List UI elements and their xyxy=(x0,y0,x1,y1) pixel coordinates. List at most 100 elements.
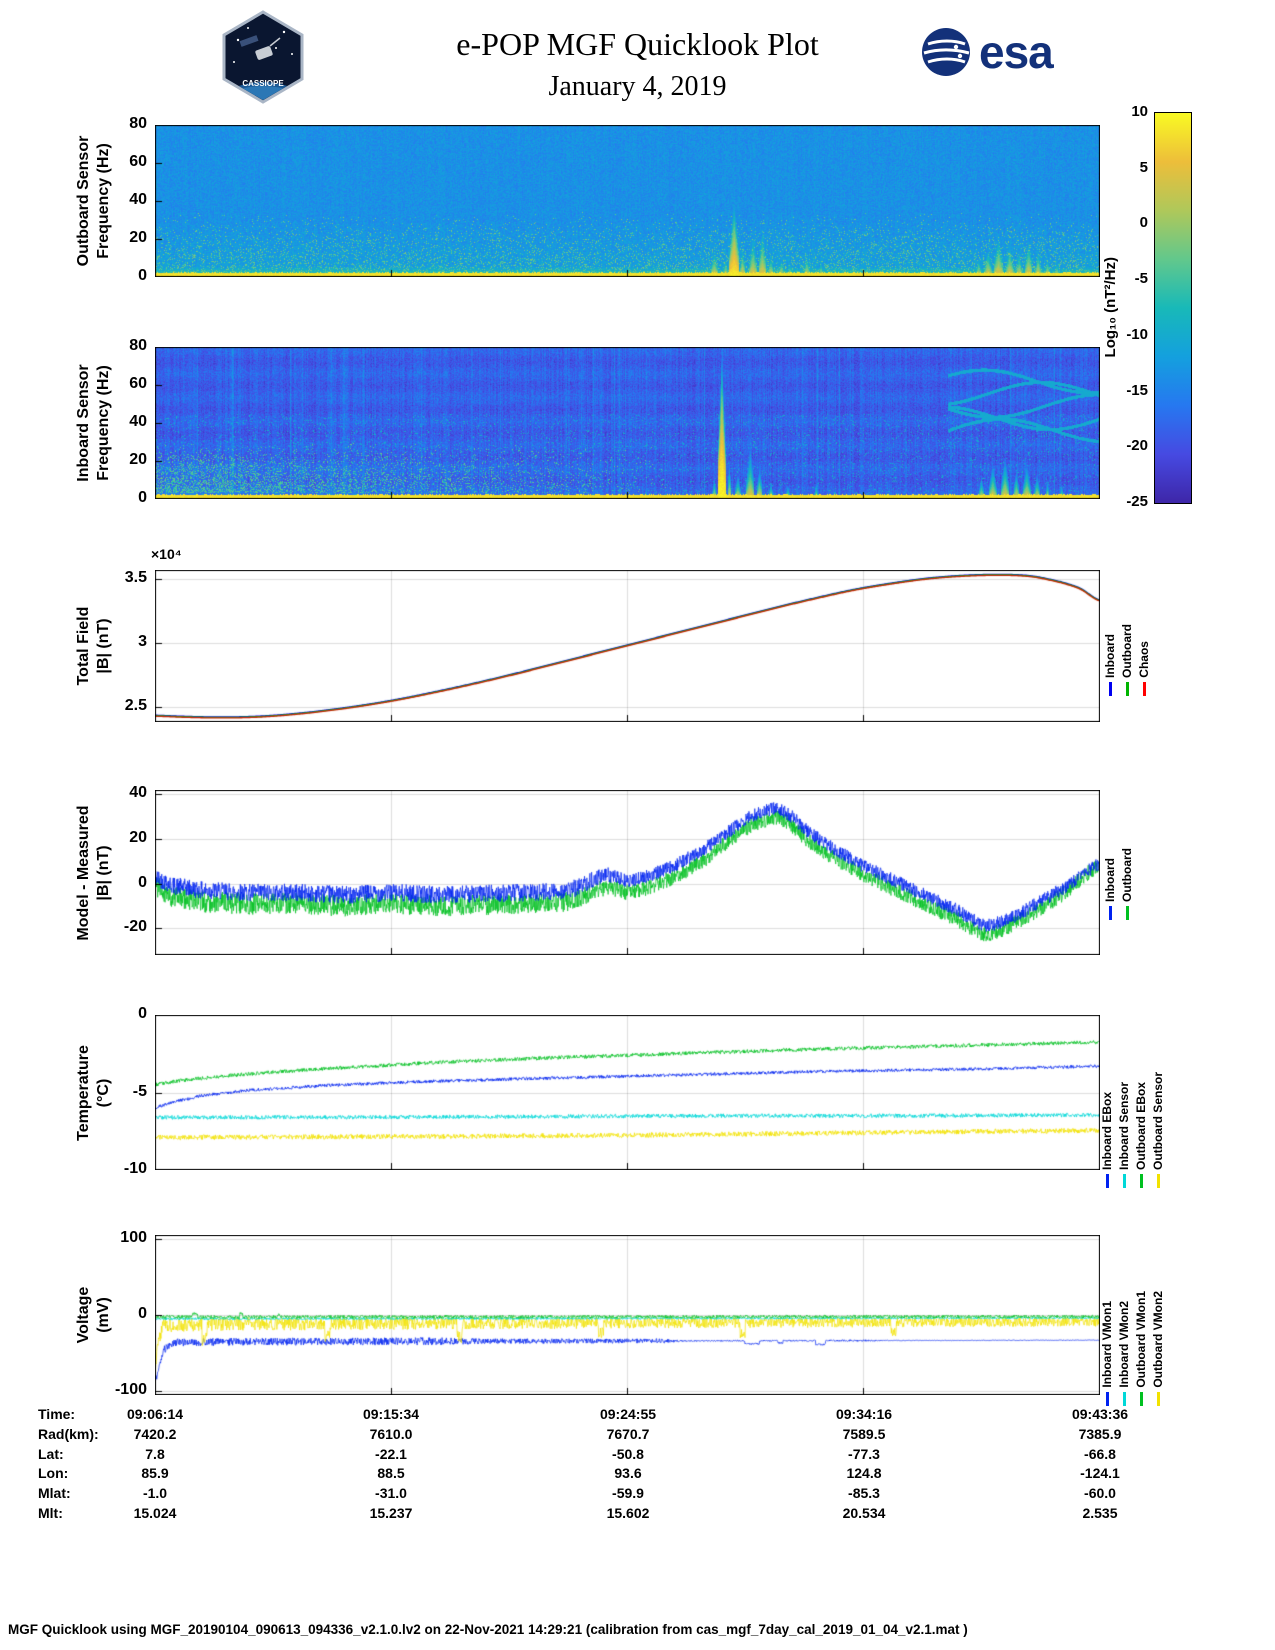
ephemeris-value: 7420.2 xyxy=(133,1425,177,1442)
y-ticks-voltage: -100 0 100 xyxy=(95,1229,147,1398)
ephemeris-value: -50.8 xyxy=(612,1445,644,1462)
legend-line-sample xyxy=(1122,1174,1126,1188)
y-tick-label: 80 xyxy=(129,115,147,132)
legend-model-measured: Inboard Outboard xyxy=(1103,788,1134,920)
ephemeris-value: 124.8 xyxy=(846,1465,882,1482)
ephemeris-row: Mlat: -1.0 -31.0 -59.9 -85.3 -60.0 xyxy=(0,1485,1275,1504)
ephemeris-value: -124.1 xyxy=(1080,1465,1120,1482)
colorbar-tick-label: -10 xyxy=(1126,325,1148,343)
footer-provenance-text: MGF Quicklook using MGF_20190104_090613_… xyxy=(8,1622,968,1637)
panel-inboard-spectrogram: Inboard Sensor Frequency (Hz) 0 20 40 60 80 xyxy=(0,337,1275,506)
ephemeris-value: -77.3 xyxy=(848,1445,880,1462)
legend-line-sample xyxy=(1125,682,1129,696)
legend-line-sample xyxy=(1108,682,1112,696)
legend-item: Outboard Sensor xyxy=(1151,1072,1165,1188)
legend-item: Inboard EBox xyxy=(1100,1092,1114,1188)
legend-label: Inboard Sensor xyxy=(1117,1081,1131,1170)
colorbar-tick-label: 10 xyxy=(1131,103,1148,120)
legend-label: Inboard EBox xyxy=(1100,1091,1114,1170)
voltage-canvas xyxy=(155,1235,1100,1395)
ephemeris-value: -59.9 xyxy=(612,1485,644,1502)
y-tick-label: -10 xyxy=(123,1160,147,1177)
legend-label: Inboard VMon2 xyxy=(1117,1301,1131,1388)
plot-date: January 4, 2019 xyxy=(548,71,727,102)
colorbar-tick-label: -15 xyxy=(1126,381,1148,399)
ephemeris-value: -31.0 xyxy=(375,1485,407,1502)
legend-voltage: Inboard VMon1 Inboard VMon2 Outboard VMon1… xyxy=(1100,1236,1165,1406)
legend-line-sample xyxy=(1142,682,1146,696)
ephemeris-value: 09:06:14 xyxy=(126,1406,184,1422)
legend-label: Inboard xyxy=(1103,634,1117,678)
ephemeris-value: 85.9 xyxy=(141,1465,169,1482)
plot-area-voltage: -100 0 100 xyxy=(115,1229,1100,1398)
legend-label: Outboard VMon1 xyxy=(1134,1291,1148,1388)
panel-total-field: Total Field |B| (nT) ×10⁴ 2.5 3 3.5 xyxy=(0,546,1275,722)
total-field-canvas xyxy=(155,570,1100,722)
inboard-spectrogram-canvas xyxy=(155,347,1100,499)
y-ticks-temperature: 0 -5 -10 xyxy=(95,1005,147,1177)
legend-line-sample xyxy=(1122,1392,1126,1406)
legend-label: Outboard EBox xyxy=(1134,1081,1148,1170)
temperature-canvas xyxy=(155,1015,1100,1170)
legend-item: Inboard VMon1 xyxy=(1100,1301,1114,1406)
ephemeris-value: 20.534 xyxy=(842,1505,886,1521)
y-ticks-outboard-spectrogram: 0 20 40 60 80 xyxy=(95,115,147,284)
legend-label: Outboard VMon2 xyxy=(1151,1291,1165,1388)
legend-line-sample xyxy=(1156,1174,1160,1188)
colorbar-tick-label: -25 xyxy=(1126,493,1148,510)
mission-patch-text: CASSIOPE xyxy=(242,79,284,88)
y-tick-label: 40 xyxy=(129,413,147,430)
legend-label: Outboard xyxy=(1120,848,1134,902)
y-tick-label: 0 xyxy=(138,1305,147,1322)
ephemeris-row-label: Lat: xyxy=(38,1445,64,1462)
ephemeris-value: 15.024 xyxy=(133,1505,177,1521)
legend-item: Inboard Sensor xyxy=(1117,1082,1131,1188)
ephemeris-value: 2.535 xyxy=(1082,1505,1118,1521)
ephemeris-row: Lon: 85.9 88.5 93.6 124.8 -124.1 xyxy=(0,1465,1275,1484)
ephemeris-value: 7.8 xyxy=(145,1445,165,1462)
y-tick-label: 40 xyxy=(129,784,147,802)
y-axis-exponent-label: ×10⁴ xyxy=(151,546,182,562)
ephemeris-value: 93.6 xyxy=(614,1465,642,1482)
legend-line-sample xyxy=(1156,1392,1160,1406)
legend-line-sample xyxy=(1139,1174,1143,1188)
y-tick-label: 40 xyxy=(129,191,147,208)
legend-item: Outboard VMon1 xyxy=(1134,1291,1148,1406)
legend-label: Inboard VMon1 xyxy=(1100,1301,1114,1388)
legend-item: Chaos xyxy=(1137,641,1151,696)
y-tick-label: 20 xyxy=(129,451,147,468)
legend-item: Outboard xyxy=(1120,848,1134,920)
legend-item: Outboard xyxy=(1120,624,1134,696)
ephemeris-value: -1.0 xyxy=(142,1485,168,1502)
ephemeris-row: Time: 09:06:14 09:15:34 09:24:55 09:34:16 09:… xyxy=(0,1406,1275,1425)
ephemeris-value: 09:34:16 xyxy=(835,1406,893,1422)
colorbar-tick-label: 5 xyxy=(1139,158,1148,176)
ephemeris-row-label: Mlat: xyxy=(38,1485,71,1502)
ephemeris-row-label: Lon: xyxy=(38,1465,69,1482)
ephemeris-table: Time: 09:06:14 09:15:34 09:24:55 09:34:16 09:… xyxy=(0,1406,1275,1536)
cassiope-mission-patch-icon: CASSIOPE xyxy=(218,10,308,104)
legend-label: Outboard Sensor xyxy=(1151,1071,1165,1170)
y-tick-label: 0 xyxy=(138,873,147,891)
panel-voltage: Voltage (mV) -100 0 100 xyxy=(0,1229,1275,1398)
ephemeris-row-label: Time: xyxy=(38,1406,76,1422)
y-tick-label: -20 xyxy=(123,918,147,936)
legend-line-sample xyxy=(1125,906,1129,920)
panel-outboard-spectrogram: Outboard Sensor Frequency (Hz) 0 20 40 60 80 xyxy=(0,115,1275,284)
legend-item: Inboard xyxy=(1103,634,1117,696)
legend-total-field: Inboard Outboard Chaos xyxy=(1103,572,1151,696)
plot-titles: e-POP MGF Quicklook Plot January 4, 2019 xyxy=(0,26,1275,103)
ephemeris-row: Mlt: 15.024 15.237 15.602 20.534 2.535 xyxy=(0,1505,1275,1524)
y-tick-label: 60 xyxy=(129,375,147,392)
legend-label: Outboard xyxy=(1120,624,1134,678)
ephemeris-value: 15.237 xyxy=(369,1505,413,1521)
y-tick-label: 100 xyxy=(120,1228,147,1246)
legend-line-sample xyxy=(1105,1174,1109,1188)
colorbar-tick-label: -20 xyxy=(1126,437,1148,455)
y-tick-label: 3 xyxy=(138,632,147,650)
ephemeris-value: 7385.9 xyxy=(1078,1425,1122,1442)
legend-item: Outboard EBox xyxy=(1134,1082,1148,1188)
y-tick-label: -5 xyxy=(132,1082,147,1100)
y-tick-label: 0 xyxy=(138,267,147,284)
